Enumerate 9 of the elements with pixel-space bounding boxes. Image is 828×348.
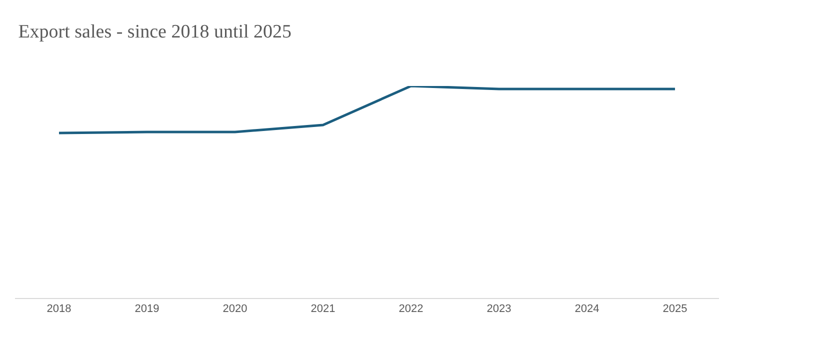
x-tick-label: 2019	[134, 303, 160, 316]
x-tick-label: 2020	[222, 303, 248, 316]
x-tick-label: 2022	[398, 303, 424, 316]
chart-title: Export sales - since 2018 until 2025	[18, 22, 292, 43]
x-tick-label: 2025	[662, 303, 688, 316]
x-tick-label: 2021	[310, 303, 336, 316]
x-tick-label: 2024	[574, 303, 600, 316]
x-tick-label: 2018	[46, 303, 72, 316]
x-tick-label: 2023	[486, 303, 512, 316]
